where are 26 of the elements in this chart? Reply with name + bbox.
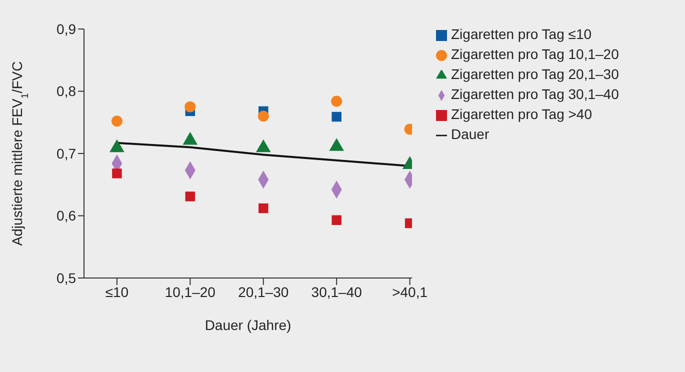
y-tick-label: 0,9 <box>56 20 76 37</box>
legend-label: Zigaretten pro Tag 30,1–40 <box>451 86 619 102</box>
y-tick-label: 0,7 <box>56 145 76 162</box>
point <box>185 192 196 202</box>
y-tick-label: 0,8 <box>56 83 76 100</box>
point <box>111 116 122 127</box>
point <box>258 110 269 122</box>
y-tick-label: 0,6 <box>56 208 76 224</box>
point <box>258 203 268 214</box>
y-tick-label: 0,5 <box>56 270 76 286</box>
legend-label: Zigaretten pro Tag 10,1–20 <box>451 46 619 62</box>
x-tick-label: 10,1–20 <box>164 284 216 300</box>
x-axis-title: Dauer (Jahre) <box>204 317 292 333</box>
point <box>332 112 342 122</box>
point <box>112 168 122 178</box>
point <box>184 101 196 112</box>
point <box>332 215 342 225</box>
legend-label: Dauer <box>451 126 490 142</box>
x-tick-label: ≤10 <box>105 284 129 300</box>
legend-label: Zigaretten pro Tag 20,1–30 <box>451 66 619 82</box>
point <box>331 96 342 107</box>
x-tick-label: 20,1–30 <box>238 284 289 300</box>
x-tick-label: >40,1 <box>392 284 428 300</box>
x-tick-label: 30,1–40 <box>311 284 362 300</box>
legend-label: Zigaretten pro Tag ≤10 <box>451 26 592 42</box>
legend-label: Zigaretten pro Tag >40 <box>451 106 592 122</box>
